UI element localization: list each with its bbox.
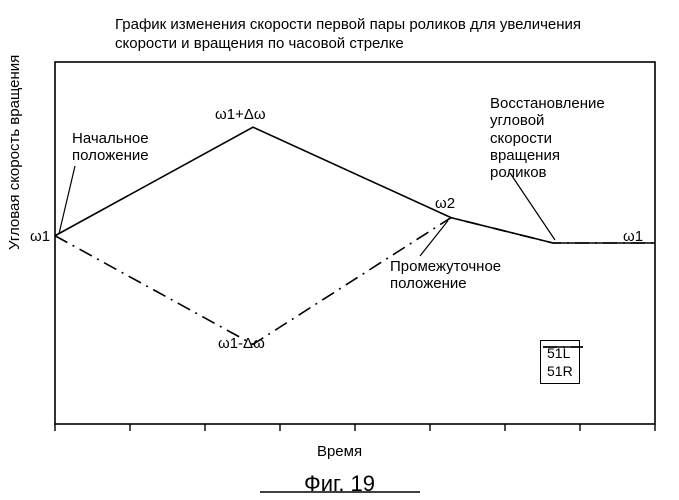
figure-caption: Фиг. 19: [0, 471, 679, 497]
legend-label: 51R: [547, 363, 573, 379]
annotation-peak-top: ω1+Δω: [215, 106, 266, 123]
annotation-intermediate: Промежуточноеположение: [390, 258, 501, 293]
legend: 51L51R: [540, 340, 580, 384]
legend-item: 51R: [547, 362, 573, 380]
label-omega1-right: ω1: [623, 228, 643, 245]
chart-svg: [0, 0, 679, 500]
annotation-peak-bottom: ω1-Δω: [218, 335, 265, 352]
annotation-start: Начальноеположение: [72, 130, 149, 165]
label-omega1-left: ω1: [30, 228, 50, 245]
annotation-restore: Восстановлениеугловойскоростивращениярол…: [490, 95, 605, 181]
figure-container: График изменения скорости первой пары ро…: [0, 0, 679, 500]
annotation-omega2: ω2: [435, 195, 455, 212]
x-axis-label: Время: [0, 443, 679, 460]
